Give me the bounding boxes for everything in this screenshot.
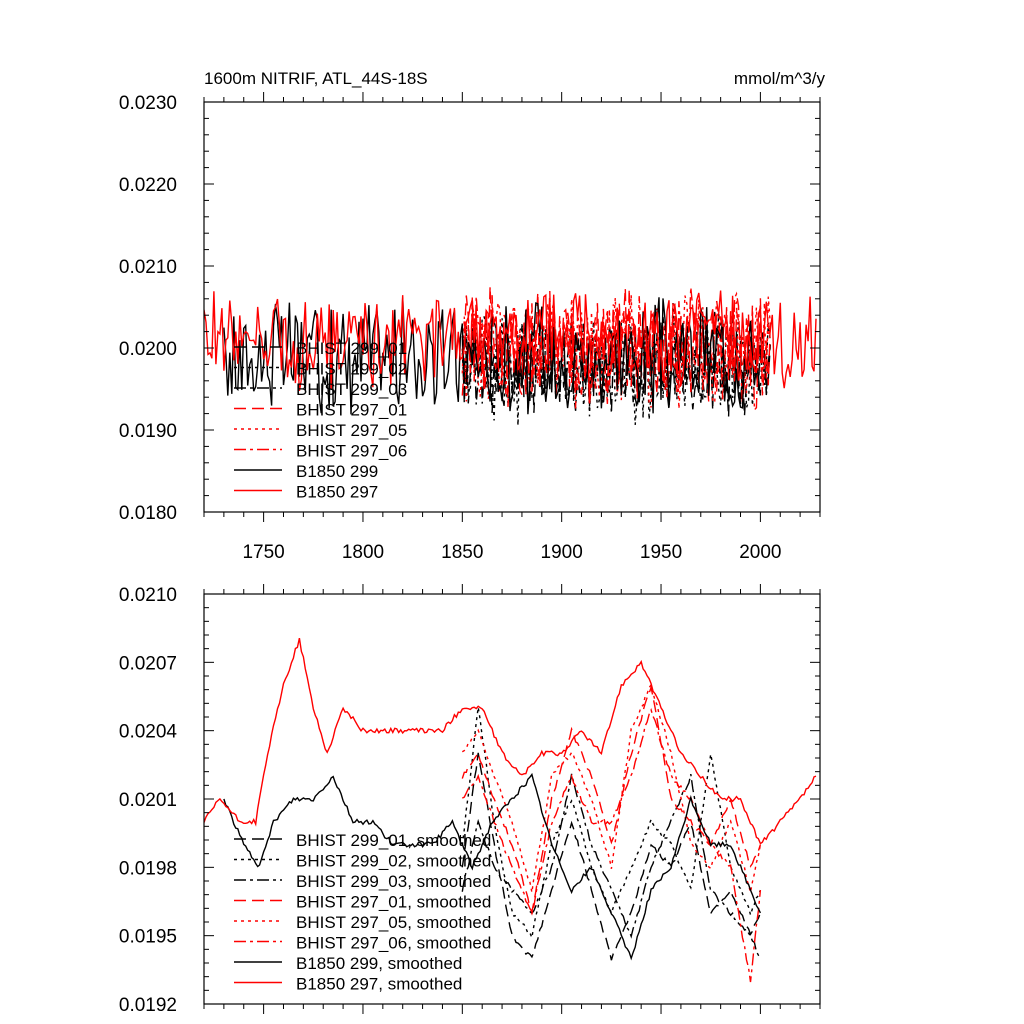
- chart-top-units: mmol/m^3/y: [734, 69, 826, 88]
- top-plot-frame: [203, 101, 821, 513]
- top-legend-label: BHIST 299_03: [296, 380, 407, 399]
- top-ytick-label: 0.0230: [119, 93, 177, 114]
- top-ytick-label: 0.0210: [119, 257, 177, 278]
- bottom-ytick-label: 0.0201: [119, 790, 177, 811]
- bottom-legend: BHIST 299_01, smoothed BHIST 299_02, smoo…: [234, 831, 491, 994]
- top-ytick-label: 0.0190: [119, 421, 177, 442]
- top-xtick-label: 2000: [739, 542, 781, 563]
- top-legend-label: BHIST 299_01: [296, 339, 407, 358]
- chart-top: 1600m NITRIF, ATL_44S-18S mmol/m^3/y 0.0…: [119, 69, 826, 563]
- top-ytick-label: 0.0220: [119, 175, 177, 196]
- top-legend-label: B1850 299: [296, 462, 378, 481]
- bottom-legend-label: BHIST 299_02, smoothed: [296, 852, 491, 871]
- top-legend-label: BHIST 299_02: [296, 360, 407, 379]
- bottom-ytick-label: 0.0210: [119, 585, 177, 606]
- bottom-ytick-label: 0.0195: [119, 927, 177, 948]
- bottom-series-line-3: [461, 773, 761, 959]
- top-legend-label: B1850 297: [296, 483, 378, 502]
- bottom-series-line-5: [461, 683, 762, 893]
- chart-top-title: 1600m NITRIF, ATL_44S-18S: [204, 69, 428, 88]
- bottom-legend-label: BHIST 299_01, smoothed: [296, 831, 491, 850]
- top-xtick-label: 1800: [342, 542, 384, 563]
- top-xtick-label: 1900: [541, 542, 583, 563]
- bottom-legend-label: B1850 299, smoothed: [296, 954, 462, 973]
- bottom-legend-label: B1850 297, smoothed: [296, 975, 462, 994]
- top-series-line-5: [461, 294, 771, 409]
- bottom-legend-label: BHIST 297_06, smoothed: [296, 934, 491, 953]
- bottom-legend-label: BHIST 299_03, smoothed: [296, 872, 491, 891]
- bottom-ytick-label: 0.0192: [119, 995, 177, 1016]
- top-series-line-8: [204, 290, 817, 392]
- bottom-series-line-7: [223, 772, 762, 961]
- top-xtick-label: 1950: [640, 542, 682, 563]
- top-ytick-label: 0.0180: [119, 503, 177, 524]
- bottom-series-line-6: [461, 708, 762, 983]
- bottom-series-line-8: [204, 637, 817, 845]
- bottom-series-group: [204, 637, 817, 983]
- top-series-group: [204, 286, 817, 426]
- bottom-ytick-label: 0.0207: [119, 653, 177, 674]
- bottom-legend-label: BHIST 297_01, smoothed: [296, 893, 491, 912]
- top-ytick-label: 0.0200: [119, 339, 177, 360]
- bottom-ytick-label: 0.0204: [119, 722, 178, 743]
- top-xtick-label: 1750: [242, 542, 284, 563]
- bottom-series-line-1: [461, 752, 762, 961]
- bottom-legend-label: BHIST 297_05, smoothed: [296, 913, 491, 932]
- top-legend-label: BHIST 297_06: [296, 442, 407, 461]
- top-legend-label: BHIST 297_05: [296, 421, 407, 440]
- top-series-line-2: [461, 302, 771, 426]
- bottom-ytick-label: 0.0198: [119, 858, 177, 879]
- top-legend-label: BHIST 297_01: [296, 401, 407, 420]
- chart-bottom: 0.0192 0.0195 0.0198 0.0201 0.0204 0.0207 0.02…: [119, 584, 821, 1016]
- bottom-series-line-2: [461, 707, 762, 941]
- top-xtick-label: 1850: [441, 542, 483, 563]
- top-series-line-6: [461, 287, 771, 412]
